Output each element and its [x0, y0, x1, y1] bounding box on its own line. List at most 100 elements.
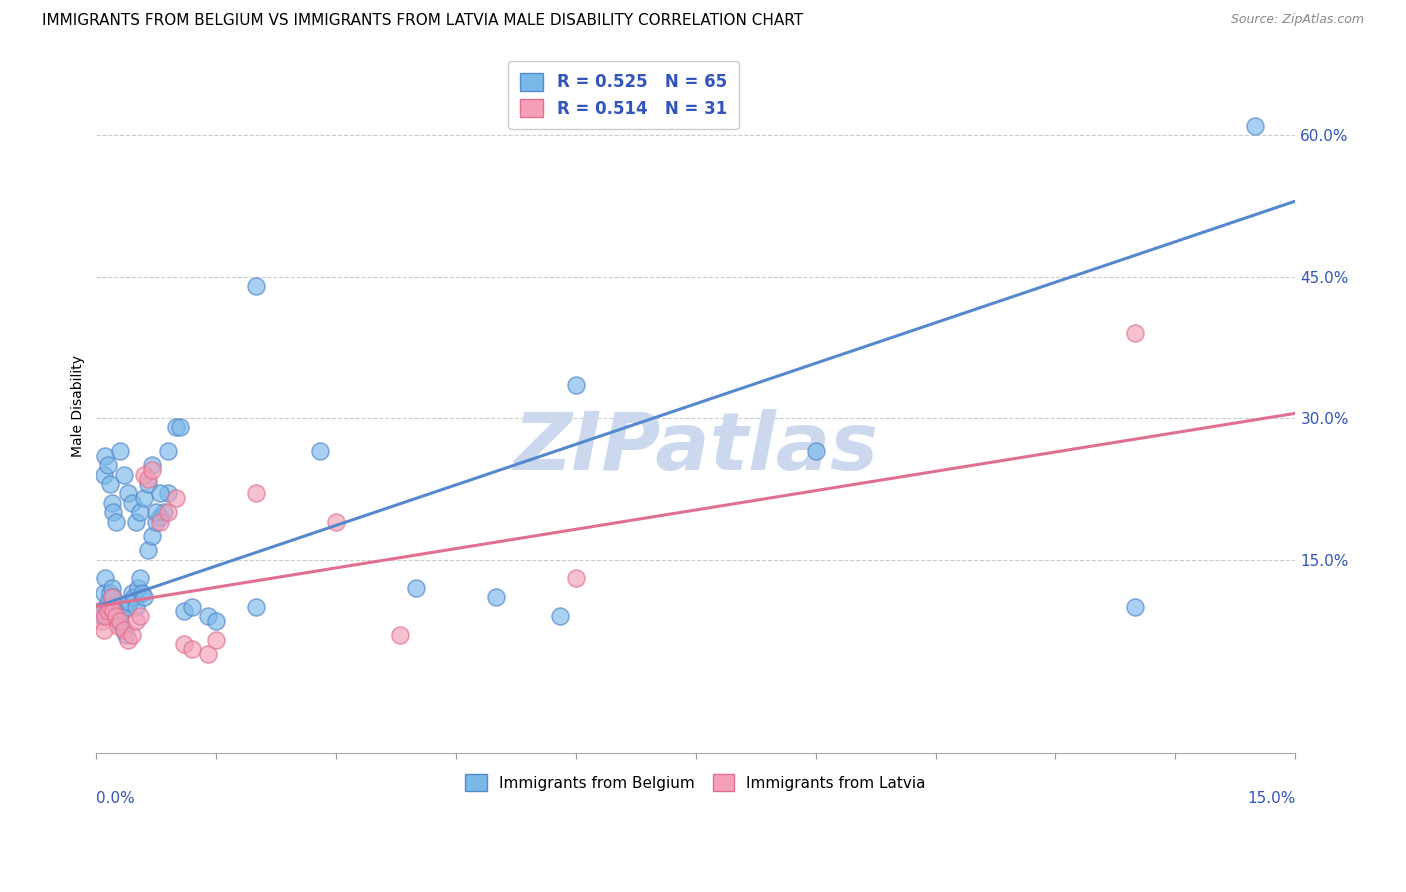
- Text: 0.0%: 0.0%: [96, 791, 135, 806]
- Point: [94, 449, 117, 463]
- Point: [149, 486, 172, 500]
- Point: [245, 279, 267, 293]
- Point: [89, 604, 111, 618]
- Legend: Immigrants from Belgium, Immigrants from Latvia: Immigrants from Belgium, Immigrants from…: [458, 768, 932, 797]
- Point: [103, 505, 125, 519]
- Point: [548, 609, 571, 624]
- Point: [127, 581, 149, 595]
- Point: [156, 486, 179, 500]
- Point: [94, 571, 117, 585]
- Point: [132, 591, 155, 605]
- Point: [388, 628, 411, 642]
- Point: [100, 581, 122, 595]
- Point: [112, 624, 135, 638]
- Point: [108, 444, 131, 458]
- Point: [124, 599, 146, 614]
- Point: [93, 467, 115, 482]
- Point: [93, 585, 115, 599]
- Point: [104, 609, 127, 624]
- Text: IMMIGRANTS FROM BELGIUM VS IMMIGRANTS FROM LATVIA MALE DISABILITY CORRELATION CH: IMMIGRANTS FROM BELGIUM VS IMMIGRANTS FR…: [42, 13, 803, 29]
- Point: [145, 515, 167, 529]
- Point: [152, 505, 174, 519]
- Point: [103, 604, 125, 618]
- Point: [173, 637, 195, 651]
- Point: [124, 614, 146, 628]
- Point: [98, 599, 121, 614]
- Text: ZIPatlas: ZIPatlas: [513, 409, 879, 487]
- Point: [115, 628, 138, 642]
- Point: [128, 505, 150, 519]
- Point: [149, 510, 172, 524]
- Point: [1244, 119, 1267, 133]
- Point: [136, 477, 159, 491]
- Point: [94, 599, 117, 614]
- Point: [180, 642, 202, 657]
- Point: [94, 609, 117, 624]
- Point: [1125, 599, 1147, 614]
- Point: [122, 591, 145, 605]
- Y-axis label: Male Disability: Male Disability: [72, 355, 86, 458]
- Point: [245, 486, 267, 500]
- Point: [97, 458, 120, 473]
- Point: [107, 618, 129, 632]
- Point: [245, 599, 267, 614]
- Point: [1125, 326, 1147, 340]
- Point: [165, 420, 187, 434]
- Point: [145, 505, 167, 519]
- Text: 15.0%: 15.0%: [1247, 791, 1295, 806]
- Point: [564, 571, 586, 585]
- Point: [156, 505, 179, 519]
- Point: [308, 444, 330, 458]
- Point: [121, 628, 143, 642]
- Point: [180, 599, 202, 614]
- Point: [91, 614, 114, 628]
- Point: [197, 609, 219, 624]
- Point: [131, 585, 153, 599]
- Point: [124, 515, 146, 529]
- Point: [156, 444, 179, 458]
- Point: [97, 604, 120, 618]
- Point: [91, 609, 114, 624]
- Point: [149, 515, 172, 529]
- Point: [104, 515, 127, 529]
- Point: [128, 609, 150, 624]
- Point: [111, 618, 134, 632]
- Point: [108, 614, 131, 628]
- Point: [484, 591, 506, 605]
- Point: [325, 515, 347, 529]
- Point: [136, 472, 159, 486]
- Point: [121, 496, 143, 510]
- Point: [132, 467, 155, 482]
- Point: [197, 647, 219, 661]
- Point: [112, 624, 135, 638]
- Point: [405, 581, 427, 595]
- Point: [141, 529, 163, 543]
- Point: [173, 604, 195, 618]
- Point: [100, 591, 122, 605]
- Point: [141, 463, 163, 477]
- Text: Source: ZipAtlas.com: Source: ZipAtlas.com: [1230, 13, 1364, 27]
- Point: [804, 444, 827, 458]
- Point: [108, 609, 131, 624]
- Point: [132, 491, 155, 506]
- Point: [100, 496, 122, 510]
- Point: [112, 467, 135, 482]
- Point: [89, 604, 111, 618]
- Point: [103, 591, 125, 605]
- Point: [136, 543, 159, 558]
- Point: [117, 599, 139, 614]
- Point: [564, 378, 586, 392]
- Point: [204, 632, 226, 647]
- Point: [98, 477, 121, 491]
- Point: [97, 595, 120, 609]
- Point: [117, 486, 139, 500]
- Point: [165, 491, 187, 506]
- Point: [93, 624, 115, 638]
- Point: [204, 614, 226, 628]
- Point: [107, 614, 129, 628]
- Point: [121, 585, 143, 599]
- Point: [98, 585, 121, 599]
- Point: [141, 458, 163, 473]
- Point: [104, 604, 127, 618]
- Point: [117, 632, 139, 647]
